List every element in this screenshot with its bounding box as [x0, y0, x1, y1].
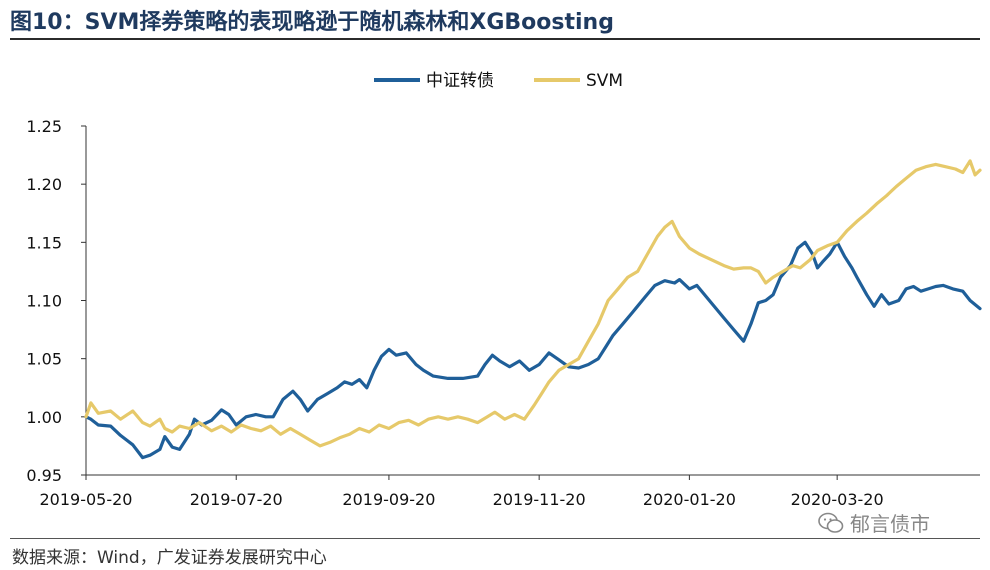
y-tick-label: 0.95 — [26, 466, 62, 485]
x-tick-label: 2019-05-20 — [40, 490, 133, 509]
x-tick-label: 2019-09-20 — [342, 490, 435, 509]
y-tick-label: 1.10 — [26, 292, 62, 311]
legend-label-1: 中证转债 — [426, 71, 494, 91]
x-tick-label: 2020-01-20 — [643, 490, 736, 509]
series-line-1 — [84, 240, 982, 460]
footer-divider — [10, 538, 980, 539]
x-tick-label: 2020-03-20 — [791, 490, 884, 509]
x-tick-label: 2019-11-20 — [493, 490, 586, 509]
series-line-2 — [84, 159, 982, 448]
y-tick-label: 1.20 — [26, 175, 62, 194]
watermark: 郁言债市 — [818, 508, 930, 537]
y-tick-label: 1.25 — [26, 117, 62, 136]
wechat-icon — [818, 512, 844, 533]
legend-label-2: SVM — [586, 71, 623, 91]
x-tick-label: 2019-07-20 — [190, 490, 283, 509]
line-chart: 0.95 1.00 1.05 1.10 1.15 1.20 1.25 2019-05-20 20… — [26, 71, 982, 509]
source-note: 数据来源：Wind，广发证券发展研究中心 — [12, 548, 327, 568]
y-tick-label: 1.15 — [26, 233, 62, 252]
title-divider — [10, 38, 980, 40]
watermark-text: 郁言债市 — [850, 512, 930, 536]
y-tick-label: 1.05 — [26, 350, 62, 369]
y-tick-label: 1.00 — [26, 408, 62, 427]
figure-title: 图10：SVM择券策略的表现略逊于随机森林和XGBoosting — [10, 10, 614, 35]
